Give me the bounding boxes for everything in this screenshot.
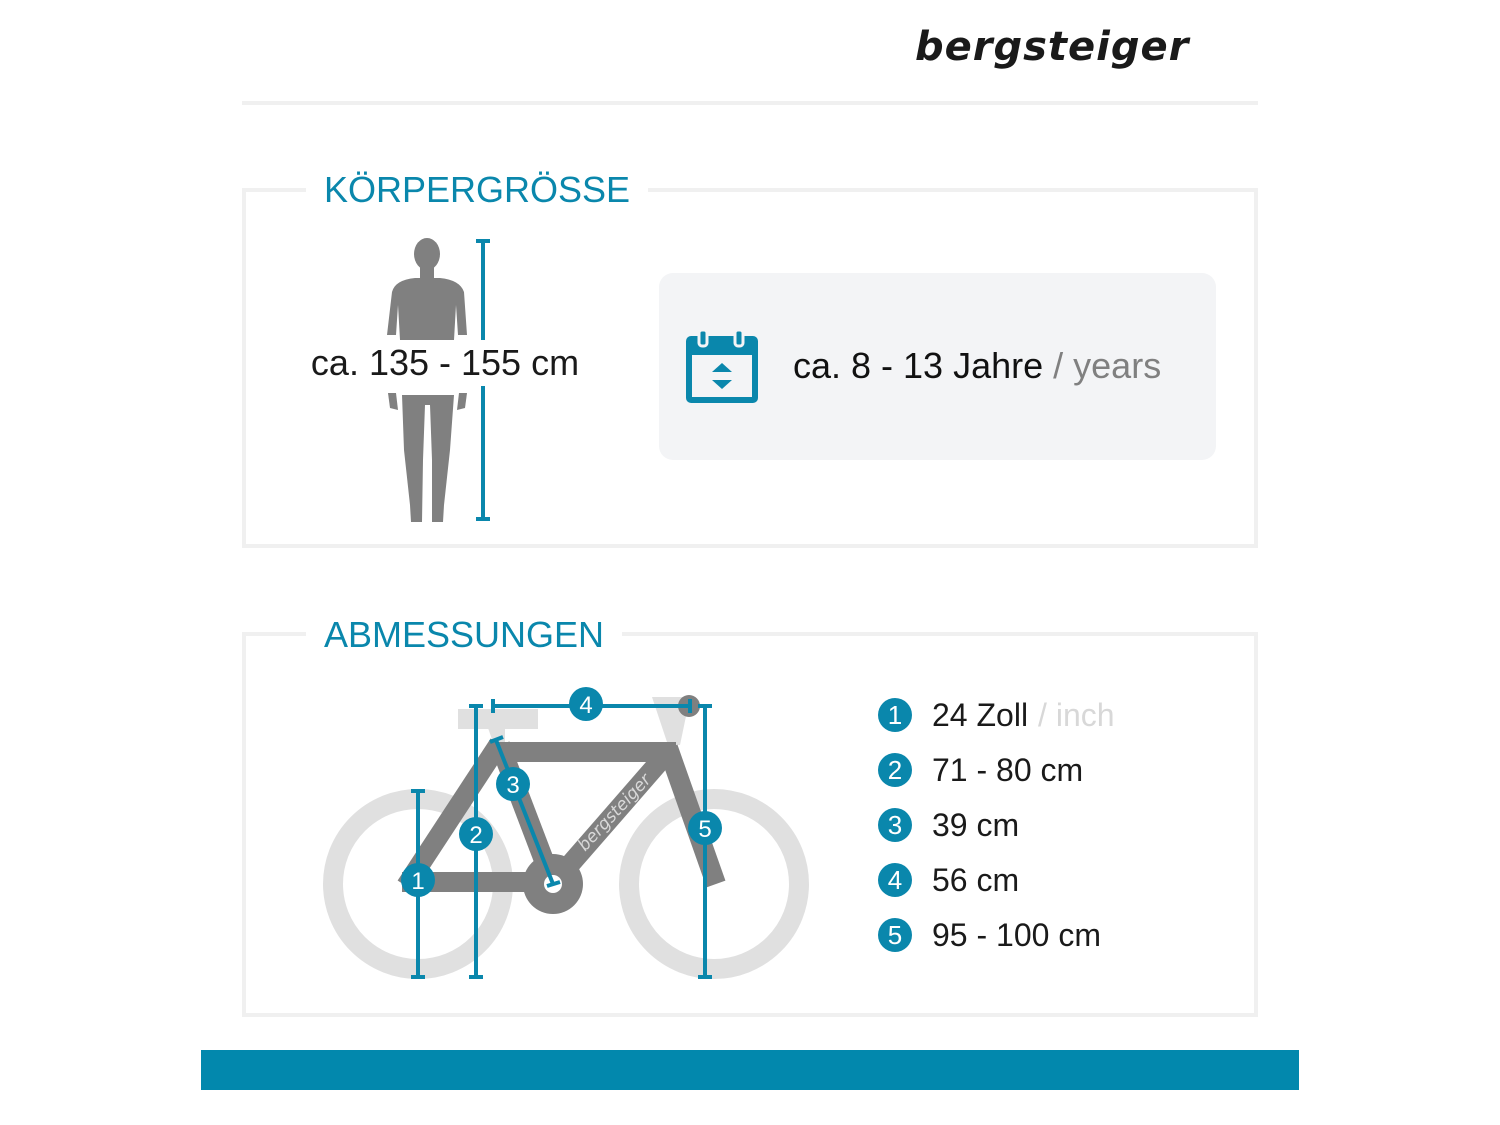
spec-value: 56 cm	[932, 861, 1020, 898]
spec-number-badge: 3	[878, 808, 912, 842]
svg-text:2: 2	[469, 822, 482, 849]
spec-number-badge: 2	[878, 753, 912, 787]
height-section	[242, 188, 1258, 548]
spec-value: 39 cm	[932, 806, 1020, 843]
brand-logo: bergsteiger	[915, 24, 1190, 70]
spec-value: 24 Zoll	[932, 696, 1029, 733]
age-range-unit: / years	[1053, 345, 1162, 386]
spec-number-badge: 4	[878, 863, 912, 897]
height-range: ca. 135 - 155 cm	[300, 340, 590, 386]
spec-number-badge: 5	[878, 918, 912, 952]
header-divider	[242, 101, 1258, 105]
section-title-dimensions: ABMESSUNGEN	[306, 615, 623, 655]
marker-5: 5	[688, 811, 722, 845]
seatpost	[488, 728, 505, 745]
calendar-icon	[686, 330, 758, 403]
person-silhouette-icon	[387, 238, 490, 522]
svg-text:5: 5	[698, 816, 711, 843]
spec-frame-size: 3 39 cm	[878, 805, 1019, 845]
marker-1: 1	[401, 863, 435, 897]
spec-handlebar-height: 5 95 - 100 cm	[878, 915, 1101, 955]
marker-3: 3	[496, 767, 530, 801]
spec-saddle-height: 2 71 - 80 cm	[878, 750, 1083, 790]
marker-2: 2	[459, 817, 493, 851]
marker-4: 4	[569, 687, 603, 721]
svg-text:4: 4	[579, 692, 592, 719]
spec-unit: / inch	[1038, 696, 1115, 733]
dimensions-section	[242, 632, 1258, 1017]
age-range: ca. 8 - 13 Jahre / years	[793, 343, 1161, 389]
section-title-height: KÖRPERGRÖSSE	[306, 170, 649, 210]
spec-value: 71 - 80 cm	[932, 751, 1084, 788]
age-range-value: ca. 8 - 13 Jahre	[793, 345, 1044, 386]
footer-bar	[201, 1050, 1299, 1090]
spec-wheel-size: 1 24 Zoll / inch	[878, 695, 1115, 735]
front-wheel	[619, 789, 809, 979]
spec-value: 95 - 100 cm	[932, 916, 1101, 953]
svg-text:1: 1	[411, 868, 424, 895]
spec-number-badge: 1	[878, 698, 912, 732]
saddle	[458, 709, 538, 729]
svg-text:3: 3	[506, 772, 519, 799]
spec-reach: 4 56 cm	[878, 860, 1019, 900]
